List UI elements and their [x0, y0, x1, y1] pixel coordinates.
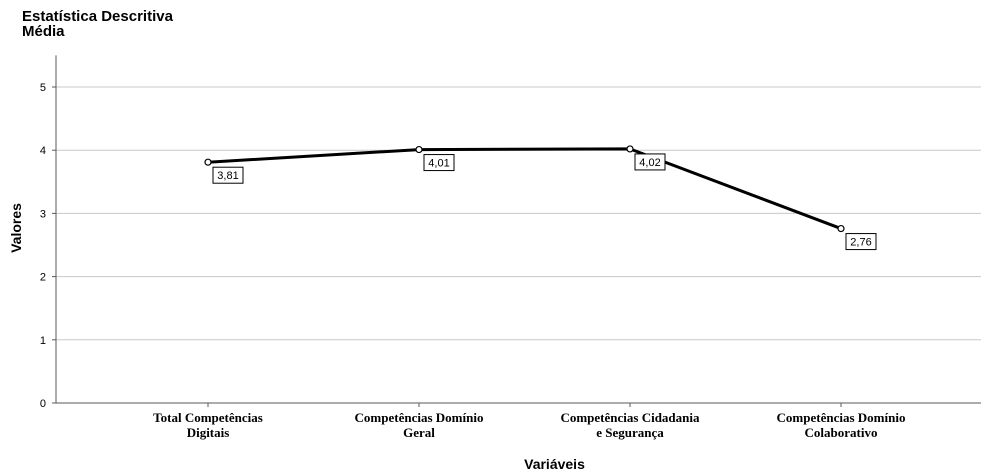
data-label: 4,02: [639, 157, 660, 169]
data-label-box: [212, 166, 244, 184]
chart-title-block: Estatística Descritiva Média: [22, 9, 173, 39]
y-tick-label: 4: [40, 145, 46, 157]
data-point: [415, 145, 423, 154]
y-tick-label: 1: [40, 335, 46, 347]
data-point: [204, 158, 212, 166]
x-tick-label: Total Competências: [153, 410, 263, 425]
x-tick-label: e Segurança: [596, 425, 664, 440]
data-point: [837, 224, 845, 233]
chart-title: Estatística Descritiva: [22, 8, 173, 25]
y-tick-label: 2: [40, 272, 46, 284]
x-tick-label: Competências Domínio: [355, 410, 484, 425]
data-label: 2,76: [850, 237, 871, 249]
x-tick-label: Competências Domínio: [777, 410, 906, 425]
y-tick-label: 3: [40, 208, 46, 220]
x-tick-label: Colaborativo: [805, 425, 878, 440]
data-label-box: [845, 233, 877, 251]
series-line: [207, 147, 842, 230]
y-axis-title: Valores: [8, 203, 24, 253]
y-tick-label: 0: [40, 398, 46, 410]
data-label: 3,81: [217, 170, 238, 182]
x-tick-label: Geral: [403, 425, 435, 440]
x-tick-label: Digitais: [187, 425, 230, 440]
chart-subtitle: Média: [22, 23, 65, 40]
x-tick-label: Competências Cidadania: [560, 410, 700, 425]
data-point: [626, 145, 634, 153]
data-label-box: [634, 153, 666, 171]
data-label-box: [423, 154, 455, 172]
data-label: 4,01: [428, 158, 449, 170]
x-axis-title: Variáveis: [524, 456, 585, 472]
y-tick-label: 5: [40, 82, 46, 94]
